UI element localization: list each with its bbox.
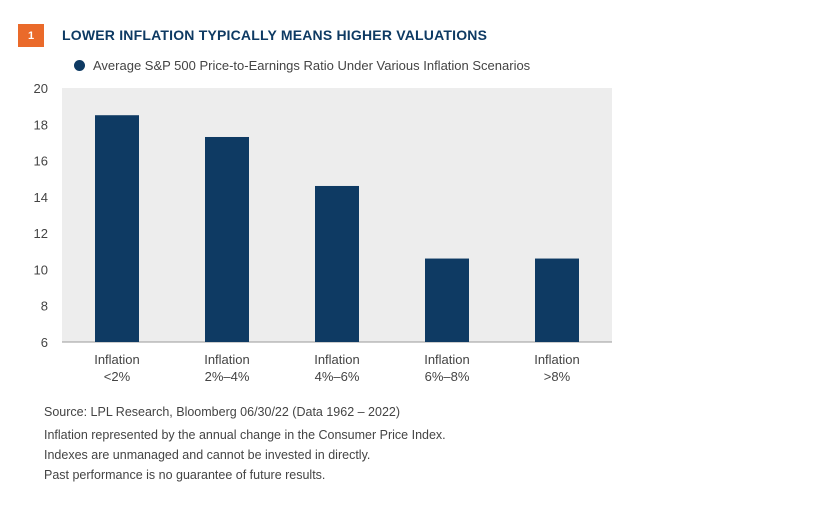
x-tick-label: Inflation 6%–8% bbox=[424, 352, 470, 384]
source-note: Source: LPL Research, Bloomberg 06/30/22… bbox=[44, 405, 401, 419]
y-tick-label: 16 bbox=[34, 154, 48, 169]
y-tick-label: 20 bbox=[34, 81, 48, 96]
x-tick-label-line: Inflation bbox=[204, 352, 250, 367]
x-tick-label-line: 2%–4% bbox=[205, 369, 250, 384]
x-tick-label-line: Inflation bbox=[94, 352, 140, 367]
x-tick-label-line: Inflation bbox=[314, 352, 360, 367]
chart-number-badge: 1 bbox=[18, 24, 44, 47]
footnote-line: Past performance is no guarantee of futu… bbox=[44, 468, 326, 482]
y-tick-label: 18 bbox=[34, 117, 48, 132]
x-tick-label-line: >8% bbox=[544, 369, 571, 384]
footnote-line: Indexes are unmanaged and cannot be inve… bbox=[44, 448, 371, 462]
footnote-line: Inflation represented by the annual chan… bbox=[44, 428, 446, 442]
bar bbox=[205, 136, 249, 342]
legend-label: Average S&P 500 Price-to-Earnings Ratio … bbox=[93, 58, 531, 73]
bar bbox=[425, 258, 469, 342]
bar bbox=[315, 185, 359, 342]
chart-title: LOWER INFLATION TYPICALLY MEANS HIGHER V… bbox=[62, 27, 488, 43]
bar bbox=[535, 258, 579, 342]
y-tick-label: 6 bbox=[41, 335, 48, 350]
x-tick-label-line: <2% bbox=[104, 369, 131, 384]
y-tick-label: 8 bbox=[41, 299, 48, 314]
y-tick-label: 14 bbox=[34, 190, 48, 205]
x-tick-label: Inflation >8% bbox=[534, 352, 580, 384]
y-tick-label: 12 bbox=[34, 226, 48, 241]
x-tick-label: Inflation 4%–6% bbox=[314, 352, 360, 384]
chart-legend: Average S&P 500 Price-to-Earnings Ratio … bbox=[74, 58, 530, 73]
x-tick-label: Inflation 2%–4% bbox=[204, 352, 250, 384]
x-tick-label-line: Inflation bbox=[534, 352, 580, 367]
footnotes: Source: LPL Research, Bloomberg 06/30/22… bbox=[44, 402, 446, 485]
x-tick-label-line: Inflation bbox=[424, 352, 470, 367]
y-tick-label: 10 bbox=[34, 262, 48, 277]
x-tick-label-line: 4%–6% bbox=[315, 369, 360, 384]
x-tick-label: Inflation <2% bbox=[94, 352, 140, 384]
legend-marker bbox=[74, 60, 85, 71]
x-tick-label-line: 6%–8% bbox=[425, 369, 470, 384]
bar bbox=[95, 115, 139, 342]
